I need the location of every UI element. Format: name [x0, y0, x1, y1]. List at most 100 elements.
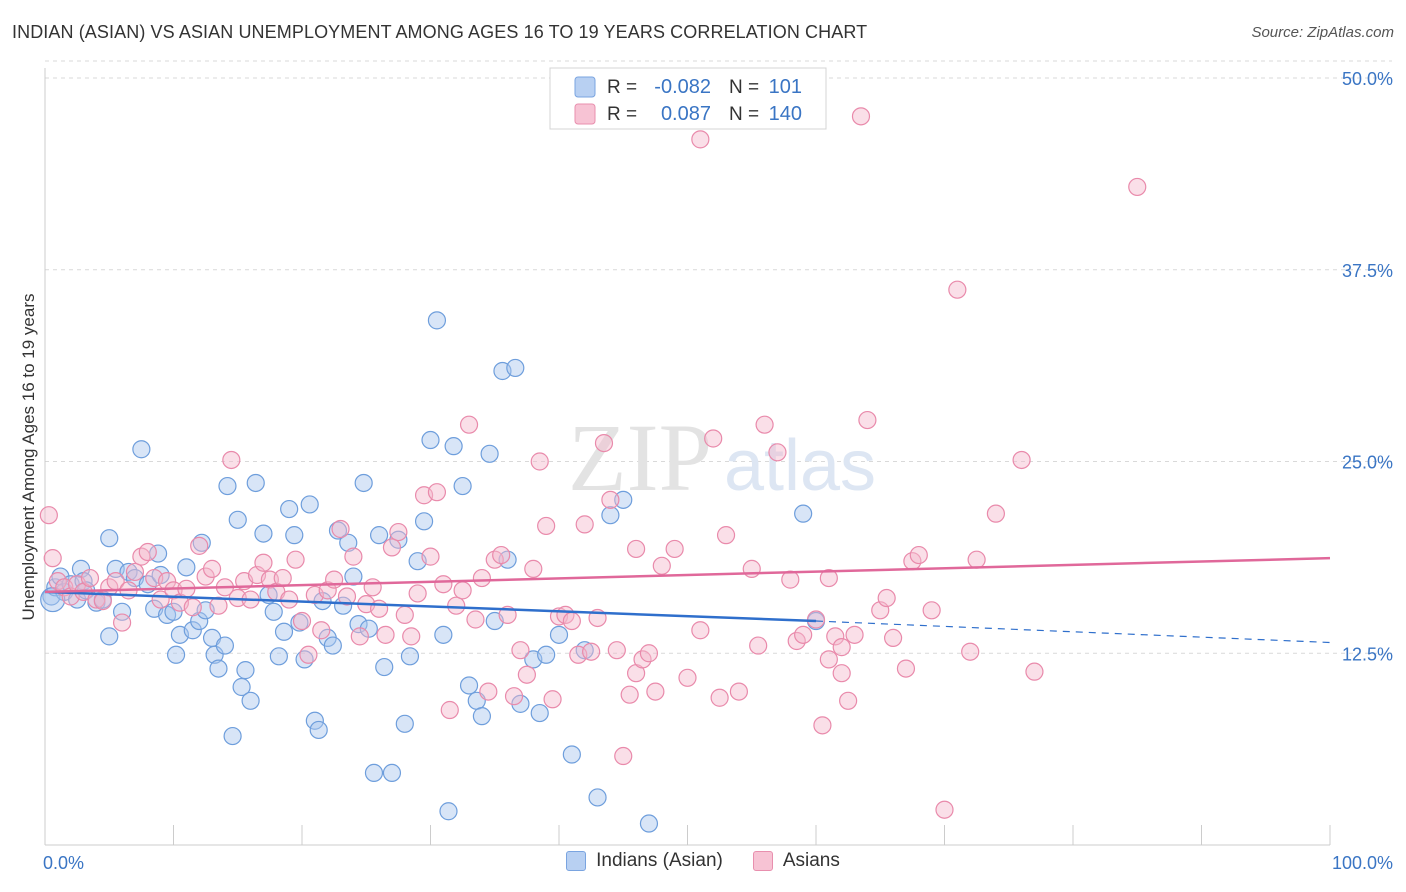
legend-top-swatch-blue [574, 76, 596, 98]
asians-point-99 [691, 621, 710, 640]
asians-point-39 [286, 550, 305, 569]
asians-point-15 [132, 547, 151, 566]
asians-point-46 [331, 519, 350, 539]
asians-point-94 [639, 644, 659, 663]
asians-point-65 [453, 581, 472, 600]
asians-point-123 [896, 659, 916, 678]
y-tick-label-1: 25.0% [1342, 453, 1393, 473]
asians-point-116 [839, 691, 858, 710]
legend-n-value-1: 101 [769, 76, 802, 98]
asians-point-131 [986, 504, 1006, 523]
watermark-zip: ZIP [568, 404, 712, 511]
asians-point-56 [395, 605, 414, 625]
asians-point-41 [299, 645, 318, 664]
indians-asian-point-91 [562, 745, 581, 764]
asians-point-102 [716, 526, 736, 545]
indians-asian-point-85 [506, 358, 525, 378]
asians-point-137 [819, 568, 838, 588]
asians-point-64 [447, 596, 466, 615]
trendlines [44, 556, 1331, 644]
asians-point-71 [492, 545, 511, 565]
series-asians-points [39, 85, 1147, 819]
asians-point-127 [935, 800, 954, 819]
indians-asian-point-93 [588, 788, 607, 807]
indians-asian-point-88 [530, 703, 549, 723]
asians-point-132 [1012, 450, 1031, 470]
asians-point-0 [39, 506, 58, 525]
asians-point-90 [614, 746, 633, 766]
indians-asian-point-31 [205, 645, 224, 664]
asians-point-129 [961, 642, 980, 661]
indians-asian-point-74 [434, 625, 453, 644]
indians-asian-point-95 [614, 490, 633, 509]
indians-asian-point-71 [414, 512, 434, 531]
asians-point-104 [742, 559, 761, 578]
asians-point-38 [280, 590, 299, 609]
asians-point-136 [626, 539, 646, 559]
gridlines [45, 60, 1392, 654]
indians-asian-point-77 [453, 476, 472, 496]
indians-asian-point-28 [192, 533, 211, 552]
asians-point-125 [909, 545, 928, 565]
asians-point-73 [504, 687, 524, 706]
legend-r-value-2: 0.087 [661, 103, 711, 125]
asians-point-49 [350, 627, 369, 646]
asians-point-110 [794, 625, 813, 644]
legend-top: R = -0.082 N = 101 R = 0.087 N = 140 [549, 67, 827, 130]
indians-asian-point-92 [575, 641, 594, 660]
asians-point-134 [1128, 177, 1147, 197]
asians-point-98 [678, 668, 697, 687]
legend-label-asians: Asians [782, 850, 840, 871]
trendline-asians [44, 556, 1331, 594]
indians-asian-point-57 [334, 596, 353, 615]
y-tick-label-2: 37.5% [1342, 261, 1393, 281]
asians-point-74 [511, 641, 530, 660]
asians-point-47 [337, 587, 357, 606]
series-indians-asian-points [40, 311, 826, 833]
asians-point-34 [254, 553, 273, 572]
asians-point-44 [318, 581, 337, 600]
indians-asian-point-39 [241, 691, 260, 710]
asians-point-29 [222, 450, 241, 470]
indians-asian-point-46 [280, 499, 299, 519]
asians-point-122 [883, 628, 903, 648]
asians-point-55 [389, 522, 408, 542]
legend-top-box [549, 67, 827, 130]
indians-asian-point-26 [183, 621, 202, 640]
asians-point-107 [768, 443, 787, 462]
indians-asian-point-65 [375, 657, 394, 677]
indians-asian-point-52 [309, 720, 328, 740]
legend-r-value-1: -0.082 [654, 76, 711, 98]
asians-point-61 [427, 483, 447, 502]
legend-item-indians-asian: Indians (Asian) [566, 850, 723, 872]
indians-asian-point-38 [236, 661, 255, 680]
asians-point-14 [125, 562, 145, 582]
y-tick-label-0: 12.5% [1342, 644, 1393, 664]
asians-point-115 [832, 664, 851, 683]
indians-asian-point-59 [344, 567, 363, 586]
asians-point-103 [729, 682, 749, 701]
watermark-atlas: atlas [724, 426, 876, 506]
asians-point-118 [851, 107, 871, 126]
source-credit: Source: ZipAtlas.com [1251, 24, 1394, 41]
indians-asian-point-40 [246, 473, 265, 493]
asians-point-112 [813, 716, 832, 735]
asians-point-87 [594, 433, 614, 453]
asians-point-100 [704, 429, 723, 448]
watermark: ZIP atlas [568, 404, 876, 511]
y-axis-label: Unemployment Among Ages 16 to 19 years [19, 294, 38, 621]
asians-point-130 [967, 550, 986, 569]
indians-asian-point-36 [228, 510, 247, 529]
asians-point-97 [665, 539, 684, 559]
indians-asian-point-37 [232, 677, 251, 697]
asians-point-133 [1025, 662, 1044, 681]
indians-asian-point-89 [537, 645, 556, 664]
indians-asian-point-94 [601, 506, 620, 525]
indians-asian-point-90 [549, 625, 569, 644]
asians-point-77 [530, 452, 549, 471]
asians-point-53 [376, 625, 395, 644]
x-tick-label-0: 0.0% [43, 853, 84, 873]
asians-point-82 [562, 611, 581, 631]
indians-asian-point-32 [209, 659, 228, 678]
asians-point-78 [537, 516, 556, 536]
